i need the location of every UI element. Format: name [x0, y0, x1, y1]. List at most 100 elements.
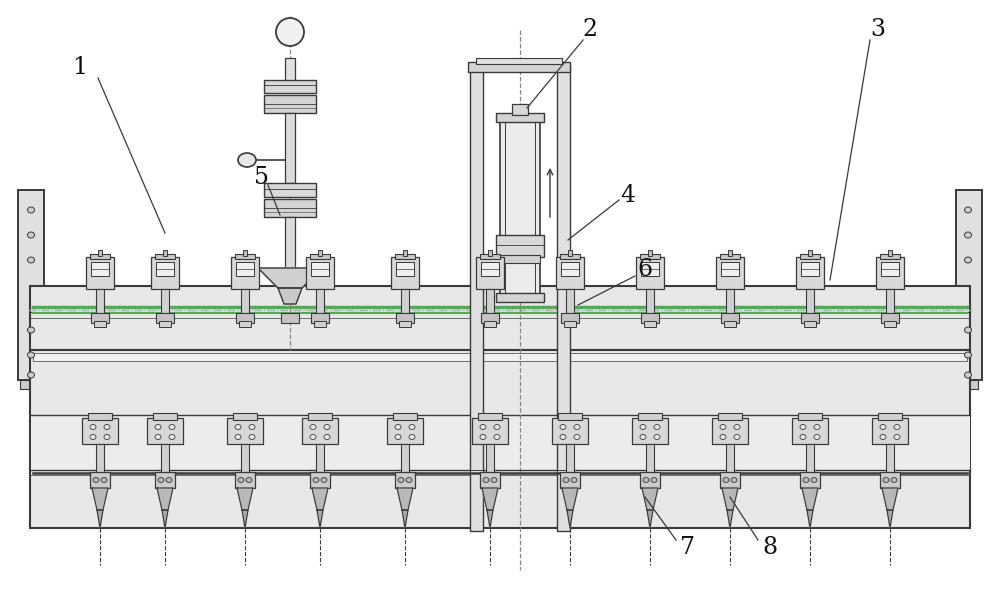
Ellipse shape: [398, 478, 404, 482]
Bar: [281, 313, 299, 323]
Ellipse shape: [480, 424, 486, 429]
Polygon shape: [402, 510, 408, 528]
Bar: [800, 472, 820, 488]
Ellipse shape: [654, 435, 660, 439]
Bar: [159, 321, 171, 327]
Ellipse shape: [880, 435, 886, 439]
Ellipse shape: [723, 478, 729, 482]
Polygon shape: [278, 288, 302, 304]
Polygon shape: [162, 510, 168, 528]
Bar: [880, 472, 900, 488]
Text: 6: 6: [637, 259, 653, 282]
Bar: [393, 413, 417, 420]
Ellipse shape: [734, 424, 740, 429]
Bar: [800, 254, 820, 259]
Bar: [792, 418, 828, 444]
Bar: [712, 418, 748, 444]
Bar: [956, 190, 982, 380]
Bar: [560, 472, 580, 488]
Polygon shape: [317, 510, 323, 528]
Bar: [566, 289, 574, 313]
Bar: [401, 444, 409, 474]
Polygon shape: [567, 510, 573, 528]
Bar: [646, 444, 654, 474]
Ellipse shape: [720, 435, 726, 439]
Ellipse shape: [28, 327, 34, 333]
Ellipse shape: [800, 435, 806, 439]
Ellipse shape: [235, 435, 241, 439]
Bar: [721, 262, 739, 276]
Bar: [640, 254, 660, 259]
Ellipse shape: [235, 424, 241, 429]
Bar: [235, 472, 255, 488]
Ellipse shape: [883, 478, 889, 482]
Bar: [726, 444, 734, 474]
Bar: [318, 250, 322, 256]
Polygon shape: [258, 268, 322, 288]
Ellipse shape: [880, 424, 886, 429]
Ellipse shape: [324, 424, 330, 429]
Ellipse shape: [249, 435, 255, 439]
Bar: [640, 472, 660, 488]
Ellipse shape: [101, 478, 107, 482]
Bar: [401, 289, 409, 313]
Ellipse shape: [155, 435, 161, 439]
Bar: [147, 418, 183, 444]
Bar: [718, 413, 742, 420]
Ellipse shape: [811, 478, 817, 482]
Polygon shape: [482, 488, 498, 510]
Ellipse shape: [494, 424, 500, 429]
Bar: [716, 257, 744, 289]
Bar: [241, 444, 249, 474]
Bar: [886, 289, 894, 313]
Polygon shape: [722, 488, 738, 510]
Bar: [395, 254, 415, 259]
Bar: [30, 350, 970, 528]
Bar: [156, 262, 174, 276]
Ellipse shape: [93, 478, 99, 482]
Polygon shape: [487, 510, 493, 528]
Bar: [468, 62, 570, 72]
Bar: [302, 418, 338, 444]
Text: 7: 7: [680, 537, 696, 559]
Bar: [235, 254, 255, 259]
Bar: [638, 413, 662, 420]
Bar: [264, 183, 316, 197]
Ellipse shape: [90, 435, 96, 439]
Ellipse shape: [494, 435, 500, 439]
Ellipse shape: [409, 435, 415, 439]
Ellipse shape: [894, 435, 900, 439]
Bar: [486, 289, 494, 313]
Bar: [90, 254, 110, 259]
Bar: [403, 250, 407, 256]
Bar: [801, 262, 819, 276]
Polygon shape: [97, 510, 103, 528]
Bar: [481, 262, 499, 276]
Ellipse shape: [321, 478, 327, 482]
Ellipse shape: [406, 478, 412, 482]
Bar: [308, 413, 332, 420]
Bar: [872, 418, 908, 444]
Bar: [478, 413, 502, 420]
Polygon shape: [397, 488, 413, 510]
Bar: [306, 257, 334, 289]
Bar: [30, 415, 970, 470]
Bar: [314, 321, 326, 327]
Bar: [243, 250, 247, 256]
Bar: [480, 254, 500, 259]
Ellipse shape: [720, 424, 726, 429]
Ellipse shape: [814, 424, 820, 429]
Bar: [18, 190, 44, 380]
Bar: [396, 262, 414, 276]
Bar: [561, 313, 579, 323]
Bar: [878, 413, 902, 420]
Ellipse shape: [964, 257, 972, 263]
Bar: [161, 289, 169, 313]
Ellipse shape: [28, 207, 34, 213]
Ellipse shape: [310, 424, 316, 429]
Bar: [564, 321, 576, 327]
Polygon shape: [887, 510, 893, 528]
Polygon shape: [92, 488, 108, 510]
Bar: [644, 321, 656, 327]
Bar: [86, 257, 114, 289]
